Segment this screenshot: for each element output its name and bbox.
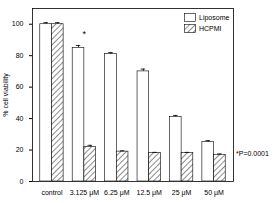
svg-text:80: 80 [16,52,24,59]
svg-text:25 μM: 25 μM [172,189,192,197]
svg-text:12.5 μM: 12.5 μM [136,189,162,197]
svg-text:20: 20 [16,146,24,153]
svg-text:control: control [41,189,62,196]
svg-text:100: 100 [12,20,24,27]
svg-text:0: 0 [20,178,24,185]
html-text:*P=0.0001: *P=0.0001 [236,150,269,157]
svg-text:3.125 μM: 3.125 μM [70,189,99,197]
html-text:HCPMI: HCPMI [199,25,222,32]
html-text:Liposome: Liposome [199,14,230,21]
svg-text:% cell viability: % cell viability [2,73,10,117]
svg-text:50 μM: 50 μM [204,189,224,197]
svg-text:40: 40 [16,115,24,122]
svg-text:6.25 μM: 6.25 μM [104,189,130,197]
svg-text:*: * [83,29,87,39]
svg-text:60: 60 [16,83,24,90]
